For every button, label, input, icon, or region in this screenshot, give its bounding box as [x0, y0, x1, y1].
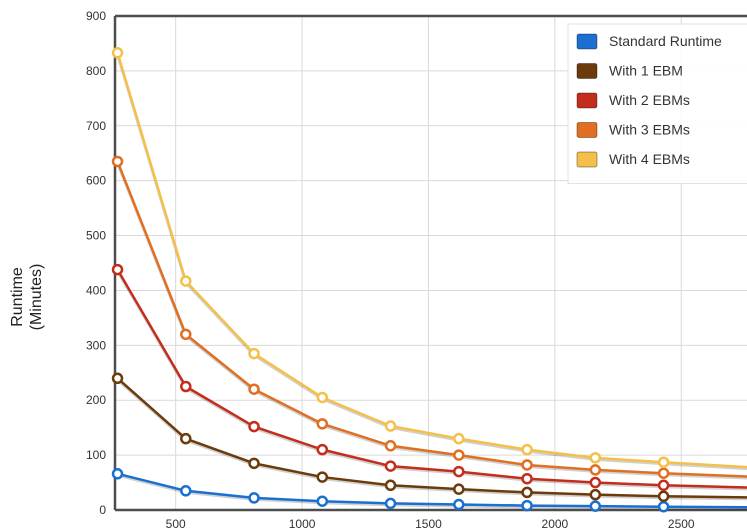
data-point [111, 372, 124, 385]
data-point [111, 468, 124, 480]
series-3 [111, 155, 747, 480]
data-point [589, 464, 602, 476]
legend-label: With 4 EBMs [609, 151, 690, 167]
data-point [180, 328, 192, 341]
grid [115, 15, 747, 510]
data-point [521, 499, 533, 512]
x-tick-label: 2500 [668, 517, 695, 531]
x-tick-label: 1000 [289, 517, 316, 531]
data-point [180, 485, 192, 497]
data-point [384, 440, 397, 452]
legend: Standard Runtime With 1 EBM With 2 EBMs Wit… [567, 23, 747, 184]
series-4 [111, 47, 747, 471]
data-point [453, 465, 465, 478]
data-point [316, 391, 329, 404]
series-line [116, 377, 747, 499]
series-0 [111, 468, 747, 513]
data-point [589, 488, 602, 501]
data-point [316, 418, 329, 430]
legend-swatch [576, 92, 598, 109]
y-tick-label: 900 [86, 9, 106, 23]
data-point [453, 449, 465, 461]
y-axis-label: Runtime (Minutes) [9, 264, 45, 331]
y-tick-label: 300 [86, 338, 106, 352]
y-tick-label: 100 [86, 448, 106, 462]
y-tick-label: 700 [86, 119, 106, 133]
data-point [657, 467, 670, 479]
y-tick-label: 0 [99, 503, 106, 517]
x-tick-label: 500 [166, 517, 186, 531]
data-point [589, 476, 602, 489]
legend-swatch [576, 151, 598, 168]
data-point [180, 275, 192, 287]
series-2 [111, 263, 747, 492]
data-point [521, 443, 533, 456]
y-axis-label-line-2: (Minutes) [28, 264, 45, 331]
legend-swatch [576, 122, 598, 138]
series-line [116, 268, 747, 489]
axes [113, 14, 747, 512]
legend-swatch [576, 63, 598, 79]
data-point [453, 483, 465, 495]
data-point [248, 347, 260, 360]
series-line [117, 472, 747, 509]
legend-label: With 1 EBM [609, 63, 683, 79]
y-axis-label-line-1: Runtime [9, 267, 26, 327]
data-point [453, 498, 465, 511]
y-tick-label: 800 [86, 64, 106, 78]
legend-box [567, 23, 747, 184]
data-point [521, 459, 533, 471]
data-point [248, 457, 260, 470]
data-point [180, 380, 192, 393]
legend-label: With 3 EBMs [609, 122, 690, 138]
legend-label: Standard Runtime [609, 33, 722, 49]
data-point [248, 420, 260, 433]
y-tick-label: 500 [86, 229, 106, 243]
data-point [384, 420, 397, 432]
legend-swatch [576, 33, 598, 50]
data-point [657, 500, 670, 513]
x-axis-ticks: 500 1000 1500 2000 2500 [166, 517, 695, 531]
data-point [589, 452, 602, 464]
data-point [111, 155, 124, 168]
series-1 [111, 372, 747, 503]
series-lines [111, 47, 747, 513]
data-point [248, 383, 260, 395]
data-point [657, 490, 670, 503]
series-line-shadow [116, 270, 747, 491]
data-point [589, 500, 602, 512]
data-point [316, 471, 329, 483]
data-point [316, 443, 329, 456]
data-point [521, 472, 533, 485]
series-line [116, 52, 747, 469]
y-tick-label: 200 [86, 393, 106, 407]
data-point [384, 497, 397, 510]
legend-label: With 2 EBMs [609, 92, 690, 108]
data-point [657, 456, 670, 468]
data-point [521, 486, 533, 499]
x-tick-label: 2000 [542, 517, 569, 531]
data-point [657, 479, 670, 492]
series-line-shadow [117, 473, 747, 511]
data-point [384, 479, 397, 492]
data-point [316, 495, 329, 507]
y-axis-ticks: 0 100 200 300 400 500 600 700 800 900 [86, 9, 106, 517]
series-line [116, 160, 747, 478]
data-point [248, 492, 260, 504]
data-point [384, 460, 397, 472]
data-point [111, 47, 124, 59]
series-line-shadow [116, 378, 747, 501]
series-line-shadow [116, 162, 747, 480]
y-tick-label: 400 [86, 283, 106, 297]
data-point [111, 263, 124, 276]
data-point [453, 432, 465, 445]
data-point [180, 432, 192, 445]
x-tick-label: 1500 [415, 517, 442, 531]
y-tick-label: 600 [86, 174, 106, 188]
